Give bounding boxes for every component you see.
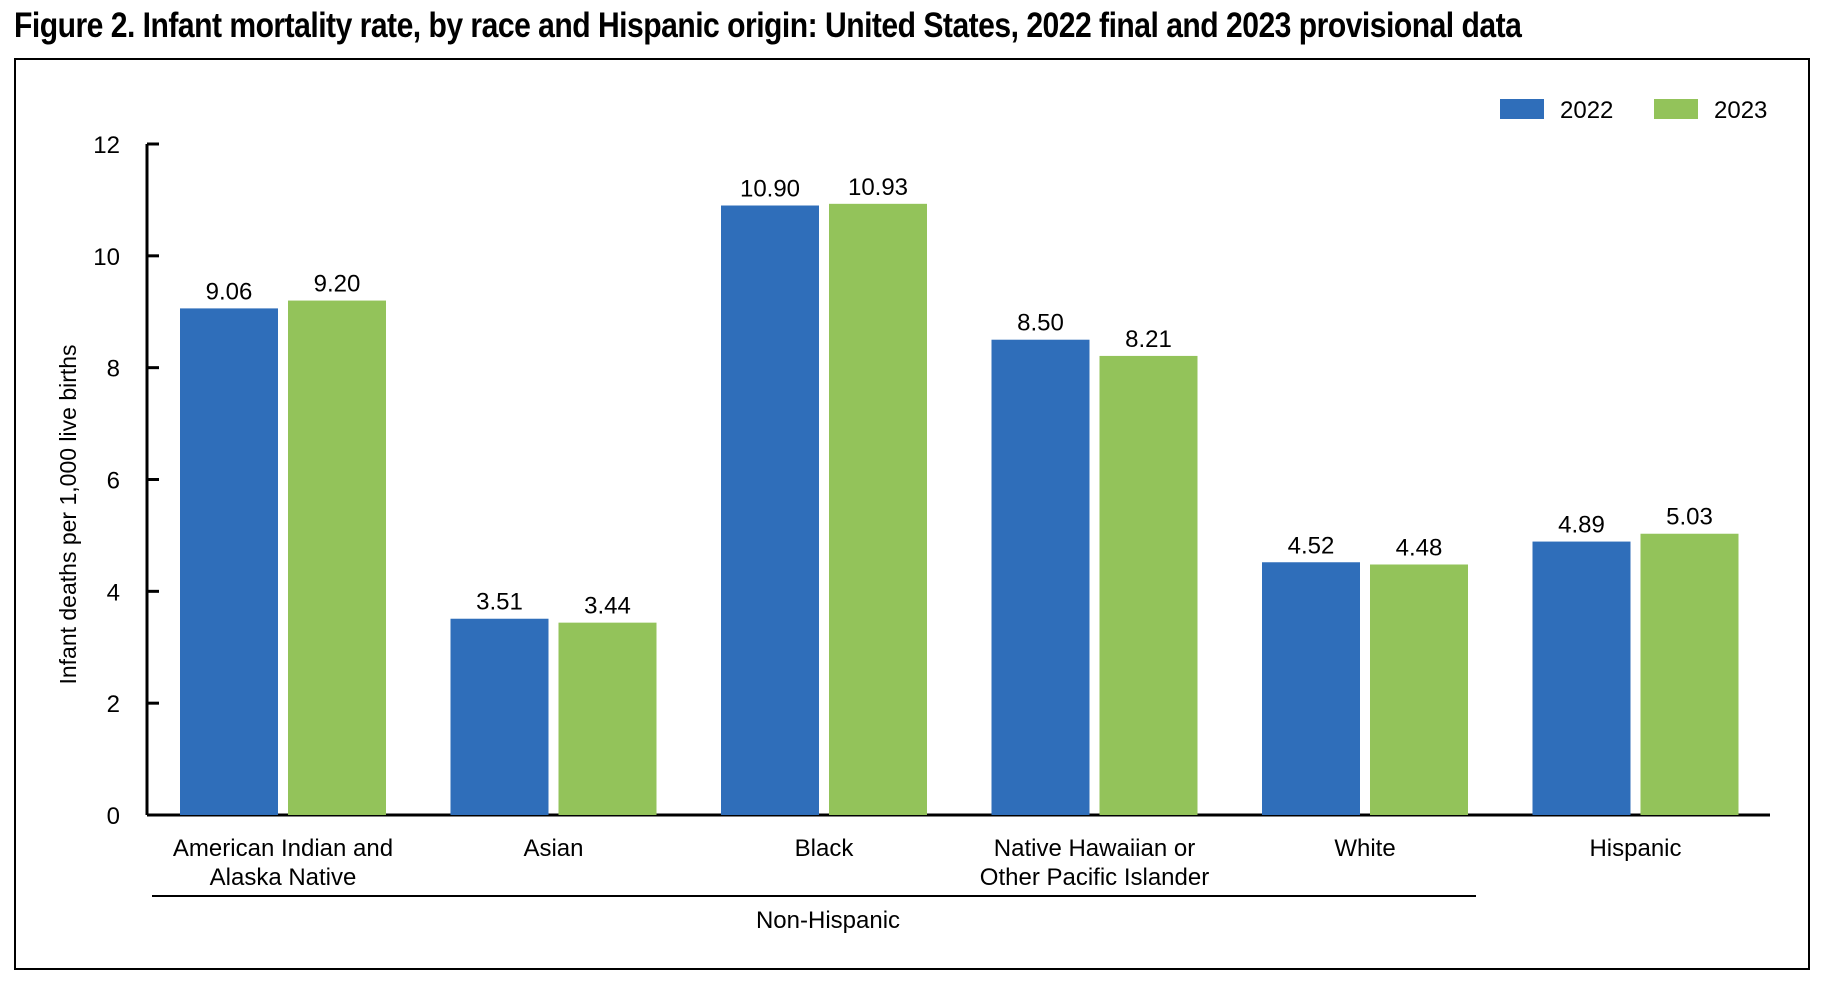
y-tick-label: 10 — [93, 244, 120, 271]
x-category-label: American Indian and — [173, 835, 393, 862]
data-label-2022: 9.06 — [206, 278, 253, 305]
y-tick-label: 6 — [107, 468, 120, 495]
x-category-label: Native Hawaiian or — [994, 835, 1195, 862]
data-label-2022: 4.89 — [1558, 512, 1605, 539]
chart-frame — [14, 58, 1810, 970]
legend-swatch-2023 — [1654, 99, 1698, 119]
x-category-label: Other Pacific Islander — [980, 864, 1209, 891]
data-label-2023: 3.44 — [584, 593, 631, 620]
bar-2023 — [829, 203, 927, 816]
bar-2022 — [721, 205, 819, 816]
bar-2022 — [1262, 562, 1360, 815]
bar-2022 — [450, 618, 549, 815]
legend-swatch-2022 — [1500, 99, 1544, 119]
data-label-2022: 4.52 — [1288, 532, 1335, 559]
x-category-label: Asian — [523, 835, 583, 862]
figure-title: Figure 2. Infant mortality rate, by race… — [14, 6, 1522, 45]
data-label-2023: 8.21 — [1125, 326, 1172, 353]
bar-2023 — [558, 622, 657, 815]
legend-label-2022: 2022 — [1560, 97, 1613, 124]
bar-2022 — [1532, 541, 1631, 815]
data-label-2023: 5.03 — [1666, 504, 1713, 531]
bar-2023 — [1099, 355, 1198, 815]
x-category-label: Black — [795, 835, 855, 862]
data-label-2023: 4.48 — [1396, 534, 1443, 561]
data-label-2023: 9.20 — [314, 271, 361, 298]
x-category-label: Hispanic — [1589, 835, 1681, 862]
group-label: Non-Hispanic — [756, 907, 900, 934]
x-category-label: Alaska Native — [210, 864, 357, 891]
bar-2023 — [1370, 564, 1468, 815]
y-tick-label: 2 — [107, 691, 120, 718]
y-tick-label: 8 — [107, 356, 120, 383]
bar-2022 — [180, 308, 278, 815]
data-label-2022: 8.50 — [1017, 310, 1064, 337]
x-category-label: White — [1334, 835, 1395, 862]
legend-label-2023: 2023 — [1714, 97, 1767, 124]
data-label-2023: 10.93 — [848, 174, 908, 201]
bar-2022 — [991, 339, 1090, 815]
bar-2023 — [1640, 533, 1739, 815]
y-tick-label: 4 — [107, 579, 120, 606]
bar-2023 — [288, 300, 386, 816]
data-label-2022: 10.90 — [740, 176, 800, 203]
y-tick-label: 0 — [107, 803, 120, 830]
data-label-2022: 3.51 — [476, 589, 523, 616]
y-axis-title: Infant deaths per 1,000 live births — [55, 344, 81, 684]
y-tick-label: 12 — [93, 132, 120, 159]
